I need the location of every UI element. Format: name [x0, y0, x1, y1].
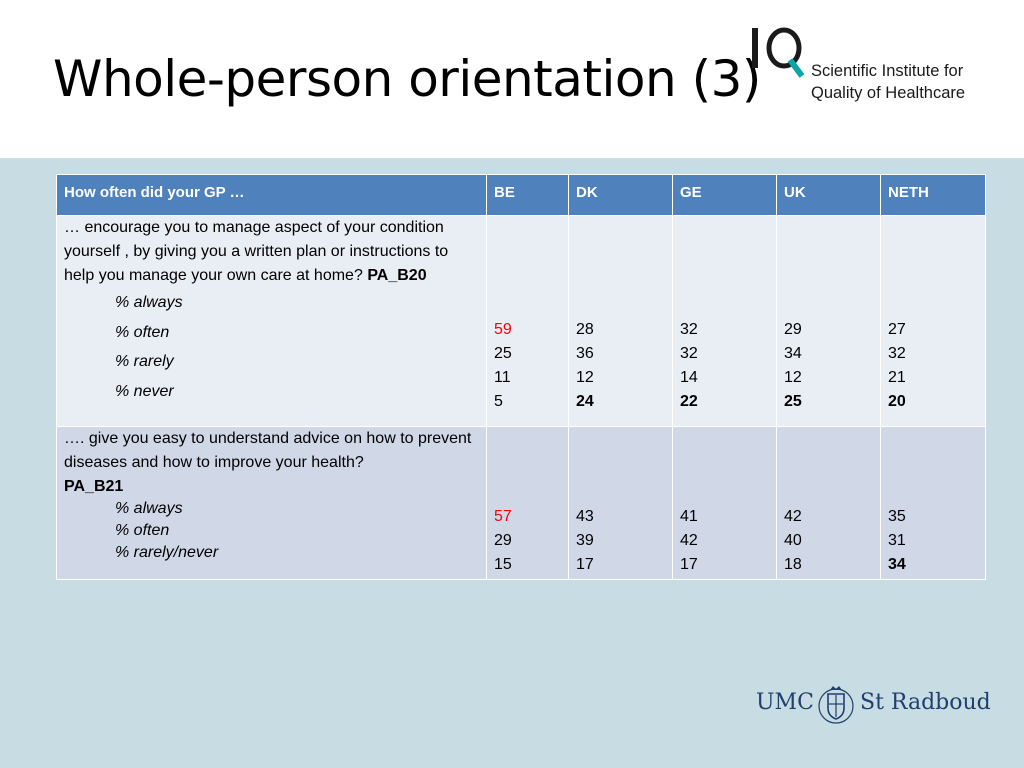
slide-title: Whole-person orientation (3): [53, 50, 761, 108]
value: 18: [784, 556, 802, 573]
value: 32: [888, 345, 906, 362]
value-cell-dk: 28 36 12 24: [568, 215, 673, 427]
value-cell-neth: 35 31 34: [880, 426, 986, 580]
answer-option: % always: [115, 294, 183, 311]
crest-icon: [818, 686, 854, 724]
value: 29: [784, 321, 802, 338]
value-cell-be: 59 25 11 5: [486, 215, 569, 427]
value-cell-uk: 29 34 12 25: [776, 215, 881, 427]
value: 40: [784, 532, 802, 549]
value: 39: [576, 532, 594, 549]
value: 12: [784, 369, 802, 386]
question-code: PA_B21: [64, 478, 124, 495]
value: 27: [888, 321, 906, 338]
value-cell-be: 57 29 15: [486, 426, 569, 580]
answer-option: % rarely: [115, 353, 174, 371]
value: 17: [680, 556, 698, 573]
value: 11: [494, 369, 511, 386]
value-cell-ge: 32 32 14 22: [672, 215, 777, 427]
value: 32: [680, 345, 698, 362]
value-cell-ge: 41 42 17: [672, 426, 777, 580]
table-row: … encourage you to manage aspect of your…: [56, 215, 986, 427]
question-cell: … encourage you to manage aspect of your…: [56, 215, 487, 427]
value: 34: [888, 556, 906, 573]
value: 32: [680, 321, 698, 338]
answer-option: % rarely/never: [115, 544, 219, 561]
value: 12: [576, 369, 594, 386]
value: 42: [784, 508, 802, 525]
value-cell-uk: 42 40 18: [776, 426, 881, 580]
question-text: … encourage you to manage aspect of your…: [64, 219, 449, 284]
header-be: BE: [486, 174, 569, 216]
value-cell-dk: 43 39 17: [568, 426, 673, 580]
value: 20: [888, 393, 906, 410]
value: 35: [888, 508, 906, 525]
value: 42: [680, 532, 698, 549]
value: 31: [888, 532, 906, 549]
org-name-line1: Scientific Institute for: [811, 62, 964, 80]
value: 29: [494, 532, 512, 549]
answer-option: % often: [115, 522, 170, 539]
org-name: Scientific Institute for Quality of Heal…: [811, 60, 965, 104]
org-name-line2: Quality of Healthcare: [811, 84, 966, 102]
question-code: PA_B20: [367, 267, 427, 284]
value: 34: [784, 345, 802, 362]
value: 41: [680, 508, 698, 525]
results-table: How often did your GP … BE DK GE UK NETH…: [56, 174, 986, 580]
header-question: How often did your GP …: [56, 174, 487, 216]
umc-logo-text: UMC: [756, 690, 814, 715]
value: 57: [494, 508, 512, 525]
value: 14: [680, 369, 698, 386]
st-radboud-logo-text: St Radboud: [860, 690, 991, 715]
value: 5: [494, 393, 503, 410]
value: 43: [576, 508, 594, 525]
value: 24: [576, 393, 594, 410]
question-text: …. give you easy to understand advice on…: [64, 430, 472, 495]
header-uk: UK: [776, 174, 881, 216]
value: 28: [576, 321, 594, 338]
value: 25: [784, 393, 802, 410]
answer-option: % often: [115, 323, 170, 341]
value: 25: [494, 345, 512, 362]
value: 21: [888, 369, 906, 386]
table-row: …. give you easy to understand advice on…: [56, 426, 986, 580]
value: 15: [494, 556, 512, 573]
value-cell-neth: 27 32 21 20: [880, 215, 986, 427]
value: 59: [494, 321, 512, 338]
iq-logo: IQ: [752, 27, 805, 78]
header-dk: DK: [568, 174, 673, 216]
answer-option: % never: [115, 383, 174, 401]
header-neth: NETH: [880, 174, 986, 216]
answer-option: % always: [115, 500, 183, 517]
table-header-row: How often did your GP … BE DK GE UK NETH: [56, 174, 986, 216]
header-ge: GE: [672, 174, 777, 216]
value: 22: [680, 393, 698, 410]
value: 17: [576, 556, 594, 573]
value: 36: [576, 345, 594, 362]
question-cell: …. give you easy to understand advice on…: [56, 426, 487, 580]
slide-header: Whole-person orientation (3) IQ Scientif…: [0, 0, 1024, 158]
